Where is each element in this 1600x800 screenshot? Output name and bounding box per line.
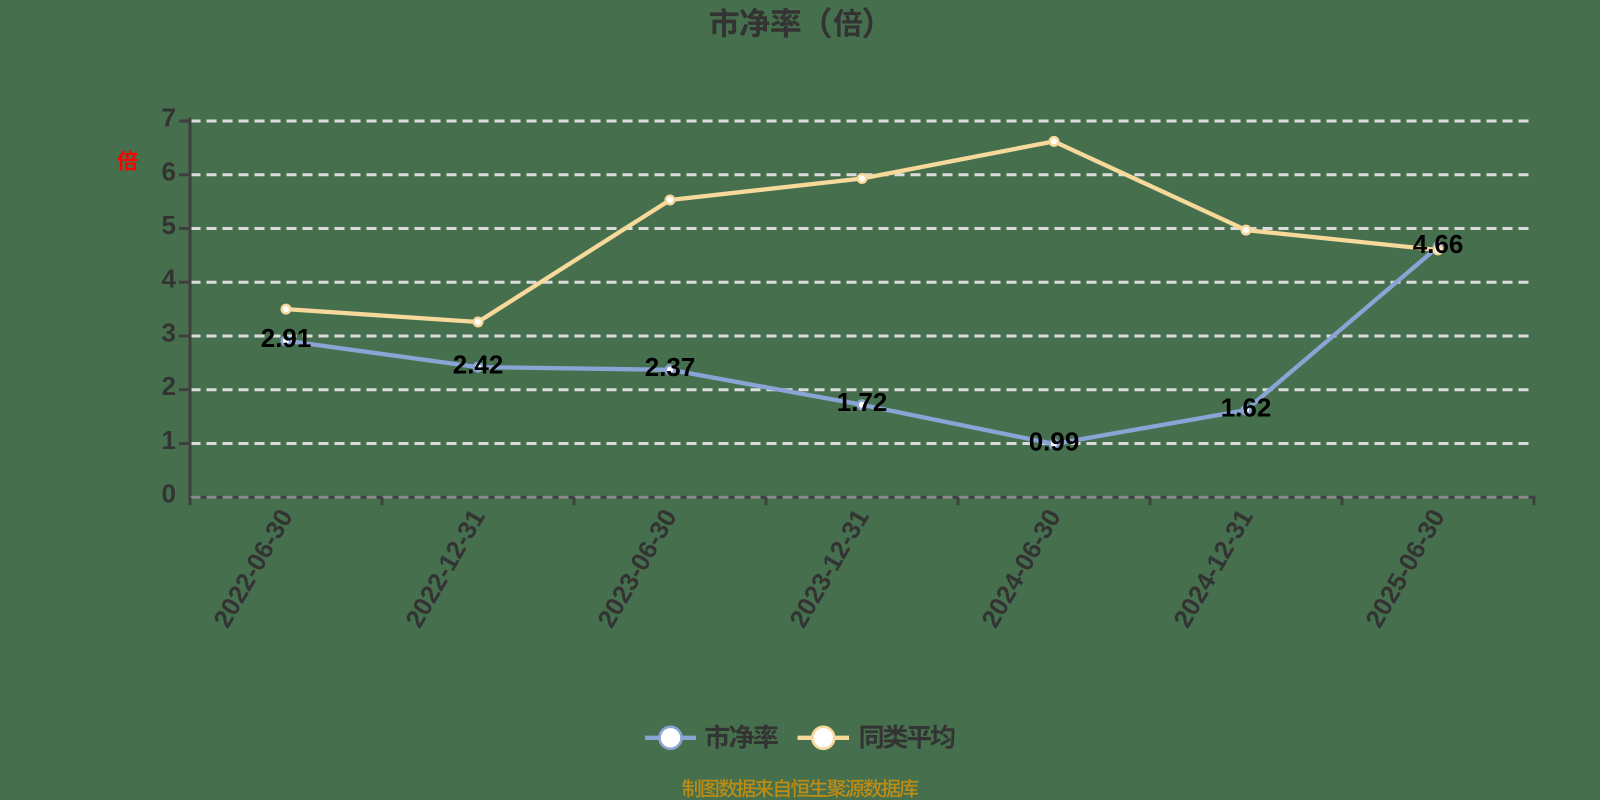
svg-text:2: 2 [162,371,176,401]
svg-text:0: 0 [162,479,176,509]
svg-text:1: 1 [162,425,176,455]
svg-text:2.42: 2.42 [453,349,504,379]
svg-text:3: 3 [162,318,176,348]
svg-text:1.62: 1.62 [1221,392,1272,422]
svg-text:7: 7 [162,103,176,133]
svg-text:2.91: 2.91 [261,323,312,353]
svg-text:6: 6 [162,156,176,186]
svg-text:5: 5 [162,210,176,240]
svg-text:4: 4 [162,264,177,294]
svg-text:0.99: 0.99 [1029,426,1080,456]
svg-text:4.66: 4.66 [1413,229,1464,259]
svg-text:1.72: 1.72 [837,387,888,417]
svg-text:2.37: 2.37 [645,352,696,382]
